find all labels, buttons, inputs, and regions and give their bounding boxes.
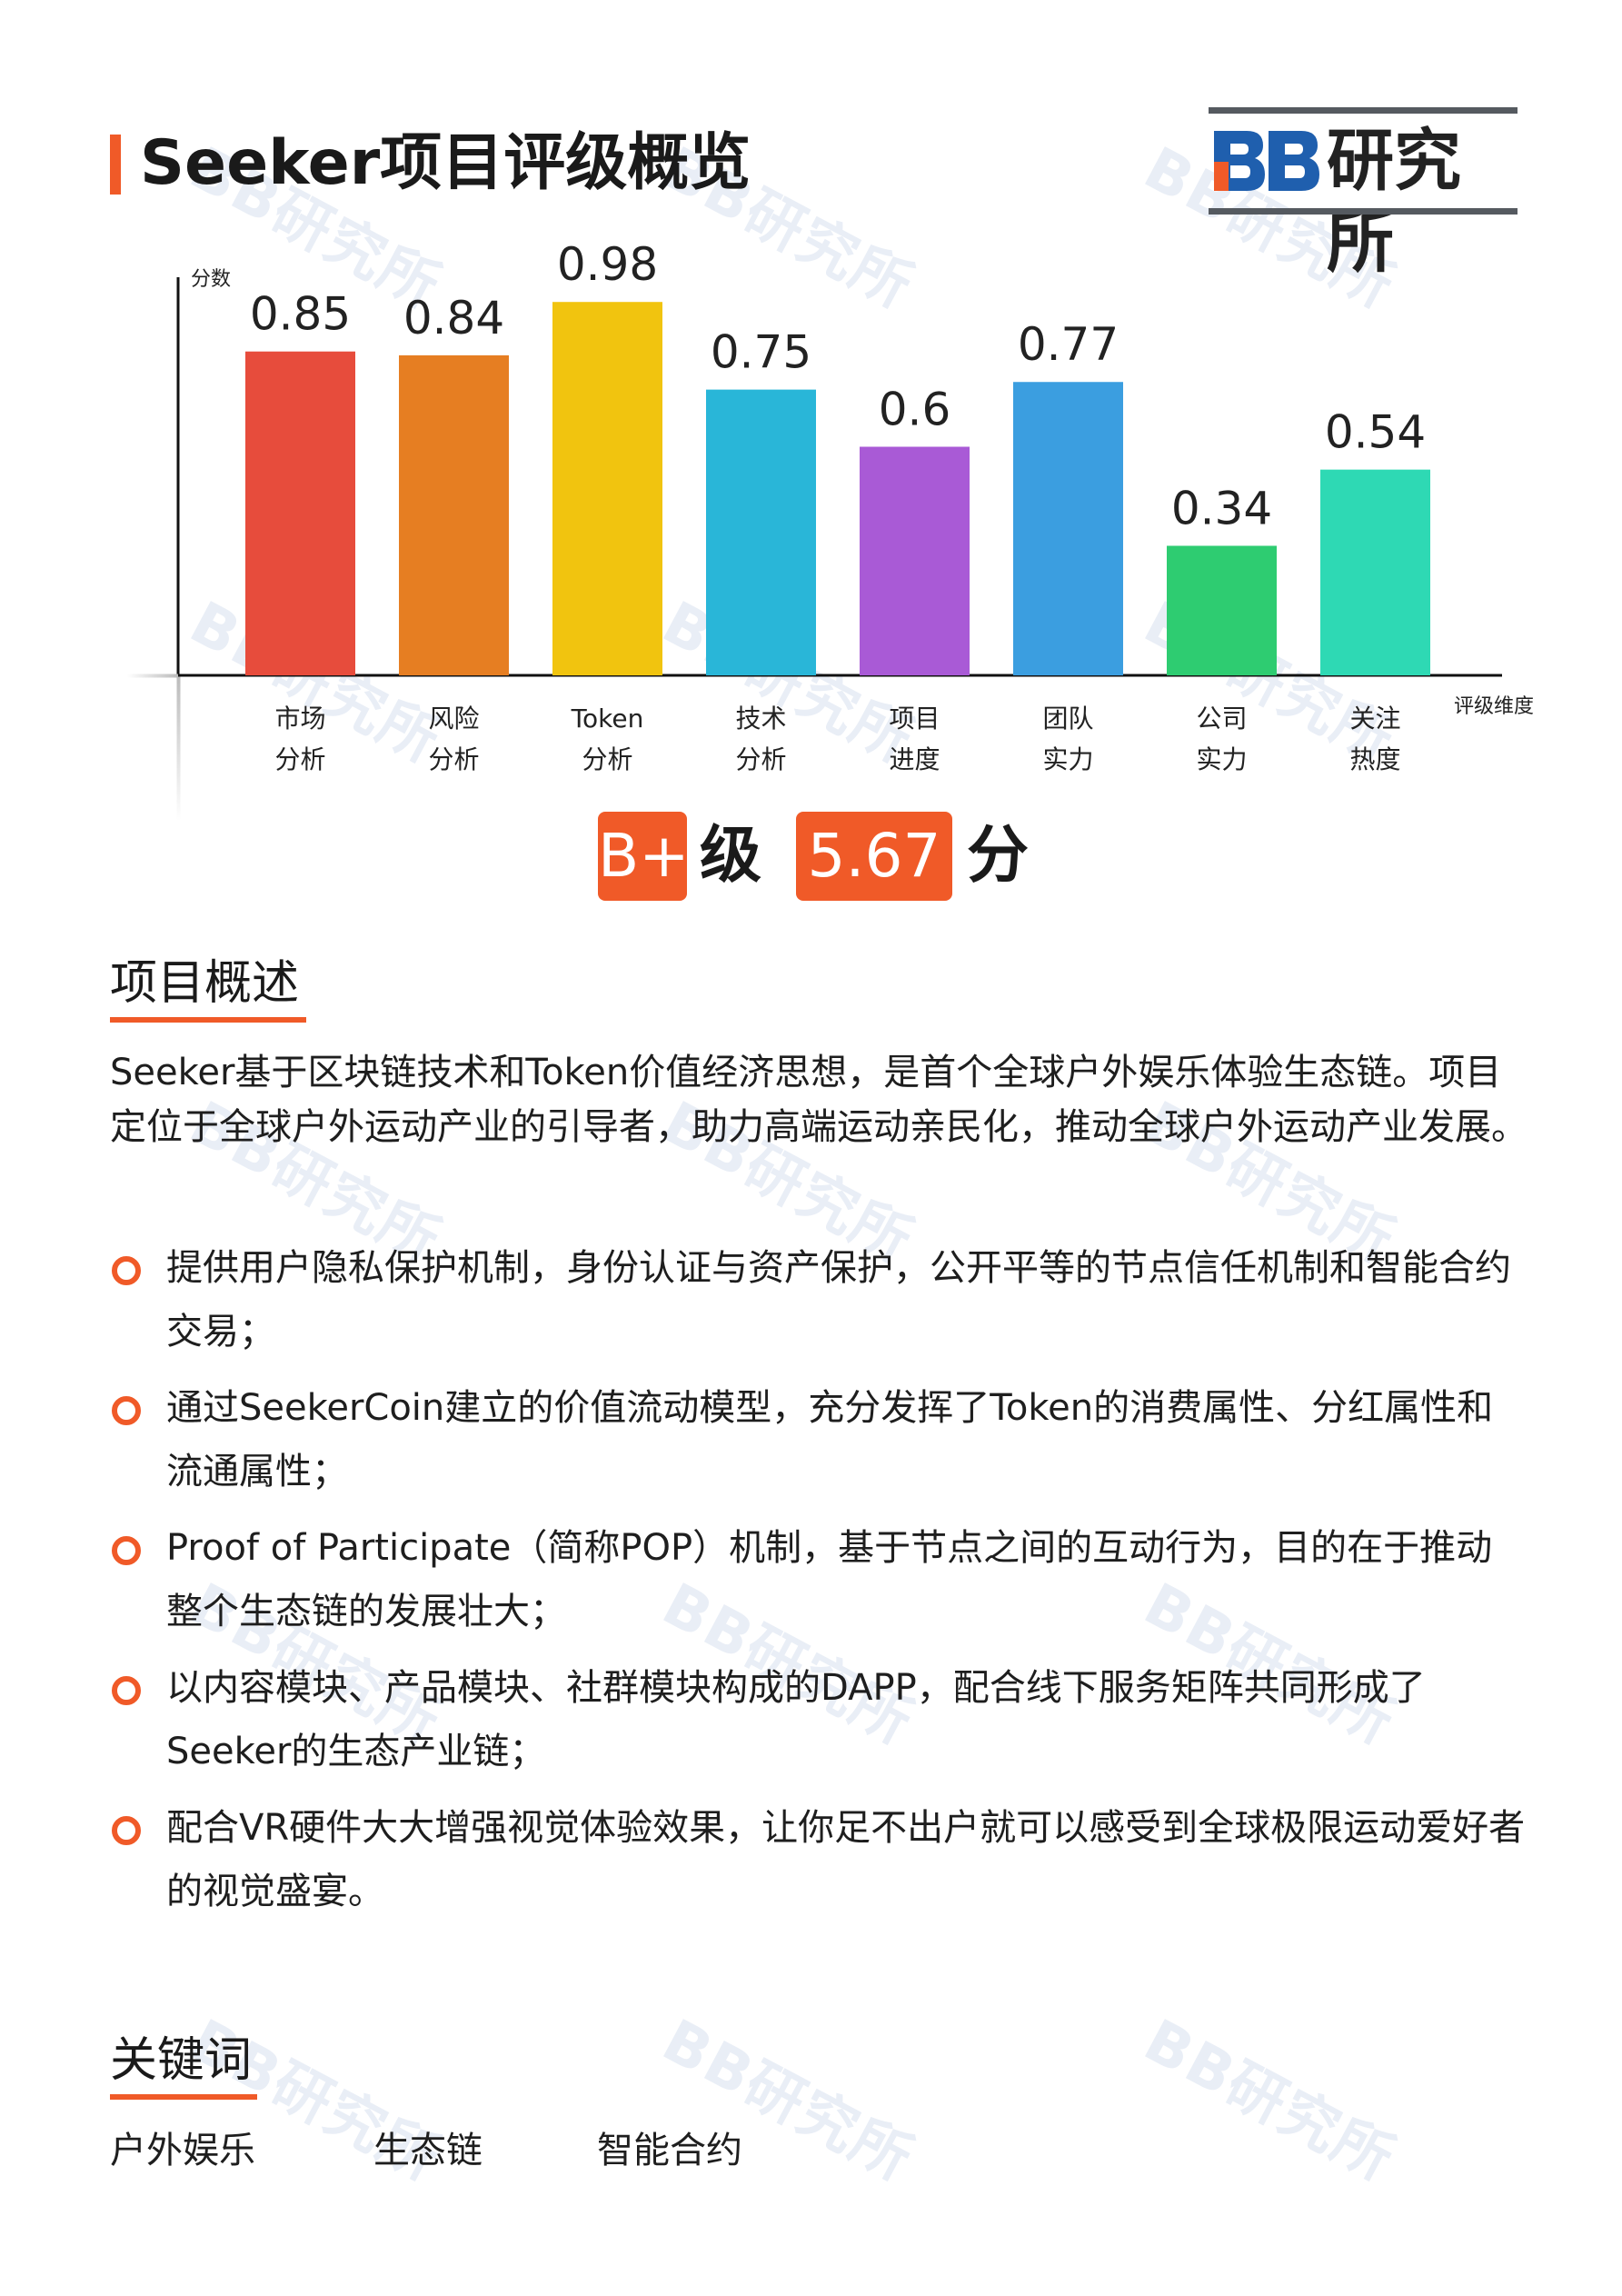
logo: 研究所 (1209, 107, 1518, 282)
bar-value-label: 0.85 (250, 288, 351, 341)
x-tick-label: 技术 (735, 704, 786, 734)
bar (706, 389, 816, 675)
x-tick-label: 市场 (274, 704, 325, 734)
score-suffix: 分 (967, 820, 1030, 892)
bar-value-label: 0.34 (1171, 482, 1272, 534)
x-tick-label: Token (571, 704, 644, 734)
x-tick-label: 热度 (1349, 744, 1400, 774)
list-item: 通过SeekerCoin建立的价值流动模型，充分发挥了Token的消费属性、分红… (110, 1376, 1527, 1503)
x-tick-label: 关注 (1349, 704, 1400, 734)
bullet-ring-icon (112, 1396, 141, 1425)
feature-list: 提供用户隐私保护机制，身份认证与资产保护，公开平等的节点信任机制和智能合约交易；… (110, 1236, 1527, 1936)
bar (552, 302, 662, 675)
bar (1013, 382, 1123, 675)
x-tick-label: 分析 (735, 744, 786, 774)
bar (245, 351, 355, 675)
score-badge: 5.67 (796, 812, 952, 901)
x-axis-fade (127, 674, 178, 678)
bullet-ring-icon (112, 1536, 141, 1565)
logo-text: 研究所 (1327, 122, 1461, 282)
bullet-ring-icon (112, 1676, 141, 1705)
bar (1320, 469, 1430, 675)
watermark: BB研究所 (1133, 2007, 1406, 2195)
bar-value-label: 0.98 (557, 238, 658, 291)
x-axis-label: 评级维度 (1454, 695, 1534, 718)
overview-heading: 项目概述 (110, 956, 300, 1011)
bar (399, 354, 509, 675)
bar-value-label: 0.6 (879, 384, 951, 436)
grade-badge: B+ (598, 812, 690, 901)
list-item-text: Proof of Participate（简称POP）机制，基于节点之间的互动行… (166, 1527, 1493, 1632)
x-tick-label: 进度 (889, 744, 940, 774)
y-axis-label: 分数 (191, 268, 231, 291)
x-tick-label: 公司 (1196, 704, 1247, 734)
list-item-text: 提供用户隐私保护机制，身份认证与资产保护，公开平等的节点信任机制和智能合约交易； (166, 1247, 1511, 1353)
list-item: Proof of Participate（简称POP）机制，基于节点之间的互动行… (110, 1516, 1527, 1643)
logo-mark-icon (1214, 131, 1319, 191)
list-item-text: 配合VR硬件大大增强视觉体验效果，让你足不出户就可以感受到全球极限运动爱好者的视… (166, 1807, 1526, 1912)
x-tick-label: 风险 (428, 704, 479, 734)
keywords-heading: 关键词 (110, 2033, 253, 2088)
list-item-text: 以内容模块、产品模块、社群模块构成的DAPP，配合线下服务矩阵共同形成了Seek… (166, 1667, 1426, 1772)
list-item: 配合VR硬件大大增强视觉体验效果，让你足不出户就可以感受到全球极限运动爱好者的视… (110, 1796, 1527, 1923)
list-item-text: 通过SeekerCoin建立的价值流动模型，充分发挥了Token的消费属性、分红… (166, 1387, 1494, 1492)
page-title: Seeker项目评级概览 (140, 127, 751, 199)
x-tick-label: 实力 (1196, 744, 1247, 774)
bar-value-label: 0.54 (1325, 406, 1426, 459)
overview-heading-underline (110, 1017, 306, 1023)
x-tick-label: 分析 (582, 744, 632, 774)
x-tick-label: 实力 (1042, 744, 1093, 774)
logo-rule-bottom (1209, 208, 1518, 215)
grade-suffix: 级 (700, 820, 762, 892)
title-accent-bar (110, 135, 121, 195)
keyword-tag: 智能合约 (597, 2130, 742, 2171)
x-tick-label: 团队 (1042, 704, 1093, 734)
bar-value-label: 0.75 (711, 326, 811, 379)
x-tick-label: 分析 (274, 744, 325, 774)
keywords-heading-underline (110, 2094, 257, 2100)
bar (1167, 545, 1277, 675)
x-tick-label: 项目 (889, 704, 940, 734)
bullet-ring-icon (112, 1256, 141, 1285)
bar-value-label: 0.77 (1018, 318, 1119, 371)
list-item: 以内容模块、产品模块、社群模块构成的DAPP，配合线下服务矩阵共同形成了Seek… (110, 1656, 1527, 1783)
list-item: 提供用户隐私保护机制，身份认证与资产保护，公开平等的节点信任机制和智能合约交易； (110, 1236, 1527, 1363)
x-tick-label: 分析 (428, 744, 479, 774)
overview-intro: Seeker基于区块链技术和Token价值经济思想，是首个全球户外娱乐体验生态链… (110, 1052, 1527, 1148)
bar (860, 446, 970, 675)
y-axis-fade (176, 675, 181, 821)
keyword-tag: 生态链 (373, 2130, 483, 2171)
bullet-ring-icon (112, 1816, 141, 1845)
logo-rule-top (1209, 107, 1518, 114)
keyword-tag: 户外娱乐 (110, 2130, 255, 2171)
bar-value-label: 0.84 (403, 292, 504, 344)
